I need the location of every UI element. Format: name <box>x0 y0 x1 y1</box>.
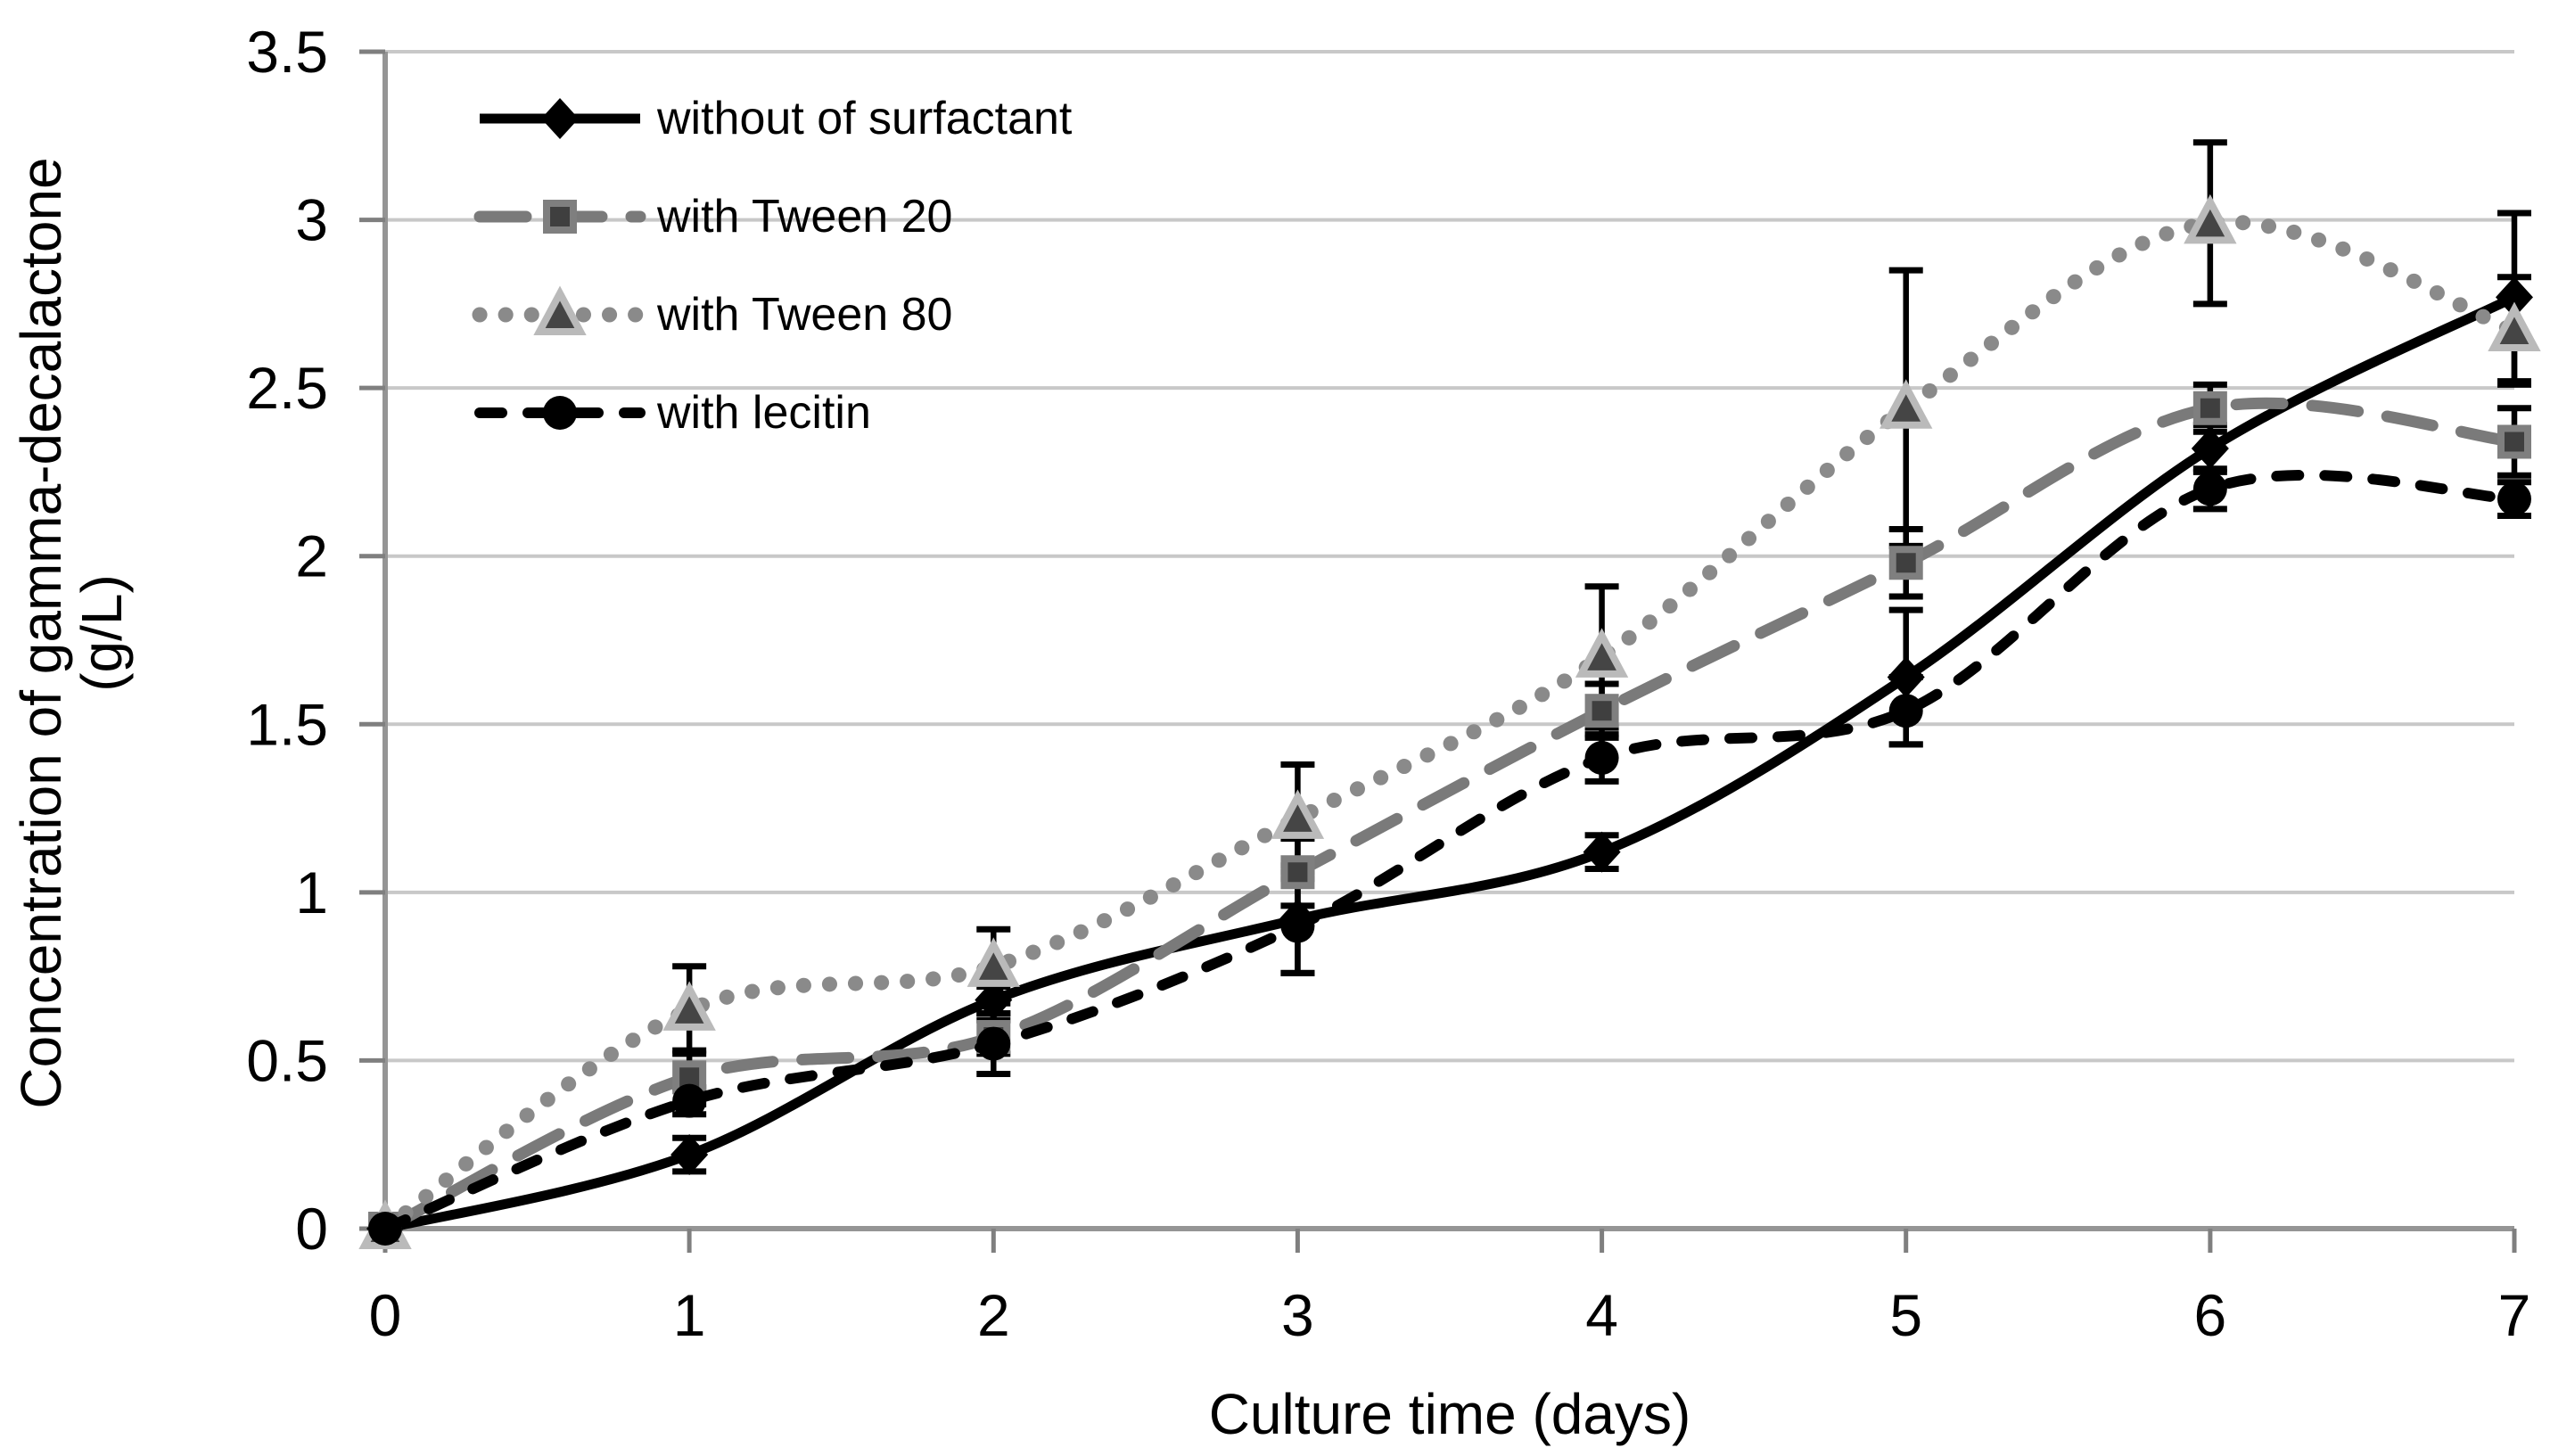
y-tick-label-2: 2 <box>295 523 328 589</box>
y-tick-label-3: 3 <box>295 187 328 253</box>
marker-without-of-surfactant-day-1 <box>670 1134 709 1176</box>
x-tick-label-5: 5 <box>1889 1282 1922 1348</box>
marker-with-tween-80-day-4 <box>1575 628 1629 678</box>
line-with-tween-80 <box>377 214 2522 1237</box>
series-layer <box>358 193 2541 1249</box>
line-with-lecitin <box>380 469 2520 1234</box>
x-tick-label-3: 3 <box>1281 1282 1314 1348</box>
x-tick-labels: 0 1 2 3 4 5 6 7 <box>369 1282 2531 1348</box>
legend: without of surfactant with Tween 20 with T… <box>472 93 1073 439</box>
legend-marker-with-lecitin <box>543 396 577 430</box>
marker-with-lecitin-day-3 <box>1280 909 1315 943</box>
axes <box>359 49 2517 1253</box>
gridlines <box>385 50 2514 1063</box>
x-tick-label-2: 2 <box>977 1282 1010 1348</box>
marker-without-of-surfactant-day-2 <box>975 979 1013 1021</box>
marker-with-tween-20-day-6 <box>2192 391 2227 425</box>
legend-item-with-tween-80: with Tween 80 <box>472 285 952 341</box>
marker-with-lecitin-day-1 <box>672 1083 707 1118</box>
y-axis-title-line1: Concentration of gamma-decalactone <box>9 157 73 1108</box>
marker-with-lecitin-day-4 <box>1584 741 1619 775</box>
line-with-tween-20 <box>379 397 2521 1235</box>
marker-with-tween-80-day-1 <box>662 981 716 1031</box>
marker-with-tween-20-day-4 <box>1584 694 1619 728</box>
marker-with-tween-20-day-3 <box>1280 855 1315 890</box>
y-axis-title-line2: (g/L) <box>70 574 134 692</box>
marker-with-tween-20-day-5 <box>1888 546 1923 580</box>
y-tick-labels: 0 0.5 1 1.5 2 2.5 3 3.5 <box>246 19 328 1262</box>
legend-label-with-lecitin: with lecitin <box>656 387 871 439</box>
markers-with-tween-20 <box>368 391 2531 1246</box>
x-tick-label-0: 0 <box>369 1282 402 1348</box>
line-without-of-surfactant <box>383 292 2517 1234</box>
marker-with-tween-80-day-6 <box>2184 193 2237 244</box>
marker-with-lecitin-day-0 <box>368 1212 402 1246</box>
y-tick-label-0.5: 0.5 <box>246 1027 328 1093</box>
x-tick-label-6: 6 <box>2194 1282 2227 1348</box>
legend-label-with-tween-80: with Tween 80 <box>656 289 952 341</box>
marker-without-of-surfactant-day-5 <box>1887 656 1925 698</box>
y-tick-label-1.5: 1.5 <box>246 691 328 757</box>
legend-item-with-lecitin: with lecitin <box>474 387 871 439</box>
series-with-tween-20 <box>368 391 2531 1246</box>
y-tick-label-1: 1 <box>295 860 328 925</box>
y-tick-label-0: 0 <box>295 1196 328 1262</box>
marker-with-lecitin-day-2 <box>976 1026 1011 1061</box>
legend-marker-without-of-surfactant <box>541 98 579 139</box>
marker-without-of-surfactant-day-4 <box>1583 831 1621 873</box>
series-with-lecitin <box>368 469 2531 1246</box>
marker-with-lecitin-day-7 <box>2497 481 2531 516</box>
x-tick-label-4: 4 <box>1585 1282 1618 1348</box>
x-axis-title: Culture time (days) <box>1209 1382 1691 1446</box>
marker-with-tween-80-day-7 <box>2488 301 2541 352</box>
marker-with-tween-80-day-3 <box>1271 789 1325 839</box>
y-tick-label-3.5: 3.5 <box>246 19 328 85</box>
x-tick-label-1: 1 <box>673 1282 706 1348</box>
legend-marker-with-tween-80 <box>533 285 587 335</box>
markers-with-lecitin <box>368 472 2531 1246</box>
marker-with-lecitin-day-6 <box>2192 472 2227 506</box>
y-tick-label-2.5: 2.5 <box>246 355 328 421</box>
x-tick-label-7: 7 <box>2498 1282 2531 1348</box>
marker-with-lecitin-day-5 <box>1888 694 1923 728</box>
legend-label-without-of-surfactant: without of surfactant <box>656 93 1073 144</box>
marker-with-tween-80-day-5 <box>1880 379 1933 429</box>
legend-marker-with-tween-20 <box>543 200 577 234</box>
legend-item-with-tween-20: with Tween 20 <box>473 191 952 243</box>
error-bars-with-tween-80 <box>672 139 2531 1057</box>
legend-label-with-tween-20: with Tween 20 <box>656 191 952 243</box>
marker-without-of-surfactant-day-7 <box>2496 276 2533 318</box>
marker-without-of-surfactant-day-6 <box>2191 428 2229 470</box>
legend-item-without-of-surfactant: without of surfactant <box>480 93 1073 144</box>
marker-with-tween-80-day-2 <box>967 937 1020 987</box>
marker-with-tween-20-day-7 <box>2497 424 2531 459</box>
